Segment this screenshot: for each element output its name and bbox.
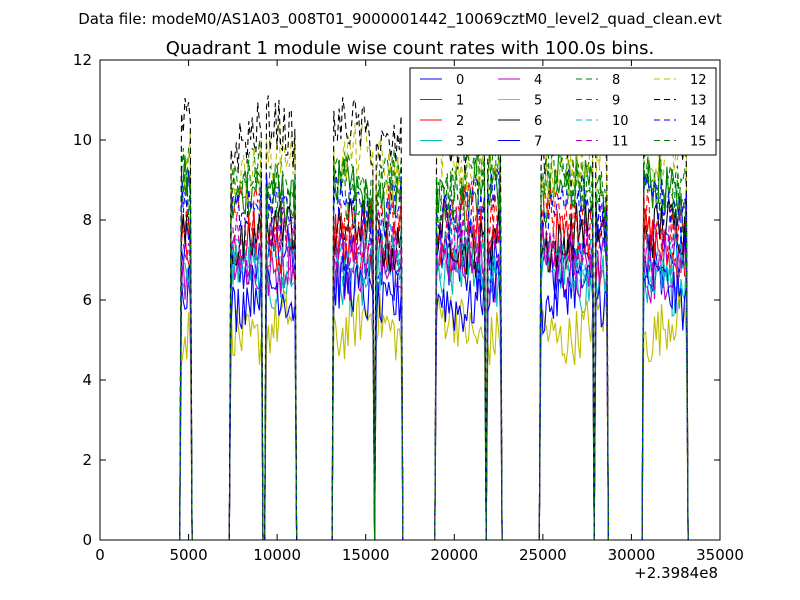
axes: 0 5000 10000 15000 20000 25000 30000 35000 0 2 4 6 8… [73, 51, 744, 564]
legend-label-15: 15 [690, 135, 707, 150]
x-tick-label: 0 [95, 546, 105, 564]
y-tick-label: 12 [73, 51, 92, 69]
x-tick-label: 30000 [608, 546, 656, 564]
x-tick-label: 25000 [519, 546, 567, 564]
series-line-14 [177, 168, 690, 540]
plot-lines [177, 94, 690, 540]
legend-label-12: 12 [690, 73, 707, 88]
series-line-10 [177, 217, 690, 540]
legend-label-7: 7 [534, 135, 542, 150]
series-line-5 [177, 288, 690, 540]
legend-label-8: 8 [612, 73, 620, 88]
y-tick-label: 8 [82, 211, 92, 229]
y-tick-label: 6 [82, 291, 92, 309]
series-line-4 [177, 224, 690, 540]
series-line-11 [177, 198, 690, 540]
x-axis-offset-label: +2.3984e8 [634, 564, 718, 582]
y-tick-label: 0 [82, 531, 92, 549]
x-tick-label: 20000 [430, 546, 478, 564]
legend-label-3: 3 [456, 135, 464, 150]
series-line-15 [177, 148, 690, 540]
legend-label-2: 2 [456, 114, 464, 129]
legend-label-11: 11 [612, 135, 629, 150]
legend-label-5: 5 [534, 94, 542, 109]
y-tick-label: 10 [73, 131, 92, 149]
series-line-7 [177, 254, 690, 540]
legend-label-10: 10 [612, 114, 629, 129]
legend-label-9: 9 [612, 94, 620, 109]
chart-title: Quadrant 1 module wise count rates with … [166, 38, 655, 59]
series-line-8 [177, 140, 690, 540]
legend-label-13: 13 [690, 94, 707, 109]
figure-suptitle: Data file: modeM0/AS1A03_008T01_90000014… [78, 10, 722, 29]
series-line-0 [177, 222, 690, 540]
legend-label-0: 0 [456, 73, 464, 88]
y-tick-label: 4 [82, 371, 92, 389]
x-tick-label: 5000 [169, 546, 207, 564]
legend-label-1: 1 [456, 94, 464, 109]
series-line-12 [177, 123, 690, 540]
legend-label-14: 14 [690, 114, 707, 129]
x-tick-label: 10000 [253, 546, 301, 564]
series-line-3 [177, 236, 690, 540]
legend-label-4: 4 [534, 73, 542, 88]
x-tick-label: 35000 [696, 546, 744, 564]
x-tick-label: 15000 [342, 546, 390, 564]
y-tick-label: 2 [82, 451, 92, 469]
legend-label-6: 6 [534, 114, 542, 129]
